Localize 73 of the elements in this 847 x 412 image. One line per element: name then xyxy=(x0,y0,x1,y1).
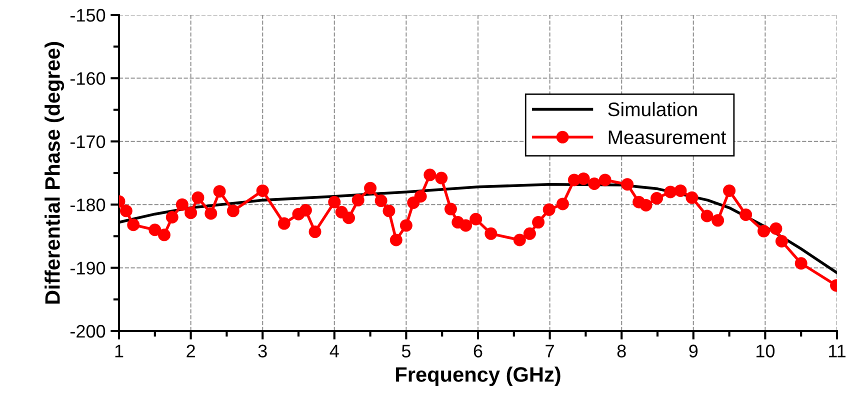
point xyxy=(328,196,341,208)
x-tick-label: 8 xyxy=(617,344,626,358)
point xyxy=(435,172,448,184)
point xyxy=(700,210,714,222)
point xyxy=(374,194,388,208)
point xyxy=(621,178,634,191)
y-tick-label: -150 xyxy=(70,8,106,22)
x-tick-label: 4 xyxy=(330,344,339,358)
point xyxy=(513,234,526,246)
point xyxy=(148,224,162,236)
point xyxy=(184,206,198,220)
y-tick-label: -200 xyxy=(70,324,106,338)
point xyxy=(542,203,556,216)
y-tick-label: -170 xyxy=(70,135,106,148)
point xyxy=(523,227,536,240)
y-tick-label: -180 xyxy=(70,198,106,212)
point xyxy=(204,207,218,220)
point xyxy=(758,224,770,238)
point xyxy=(166,210,178,224)
point xyxy=(382,204,396,218)
point xyxy=(640,198,652,212)
point xyxy=(723,184,736,197)
point xyxy=(213,185,226,198)
x-tick-label: 11 xyxy=(829,344,846,358)
point xyxy=(712,214,724,227)
point xyxy=(664,186,677,198)
point xyxy=(484,227,498,240)
x-tick-label: 2 xyxy=(186,344,195,358)
x-tick-label: 5 xyxy=(402,344,410,358)
point xyxy=(460,219,472,232)
x-tick-label: 9 xyxy=(689,344,698,358)
point xyxy=(256,184,269,197)
point xyxy=(120,204,132,218)
point xyxy=(352,194,364,206)
x-axis-title: Frequency (GHz) xyxy=(396,366,560,386)
point xyxy=(444,202,457,216)
legend-label: Simulation xyxy=(608,102,697,116)
point xyxy=(674,184,687,197)
point xyxy=(577,172,590,185)
point xyxy=(158,228,170,242)
point xyxy=(192,191,204,204)
point xyxy=(770,222,782,235)
y-axis-title: Differential Phase (degree) xyxy=(44,42,64,304)
point xyxy=(364,182,377,194)
x-tick-label: 6 xyxy=(474,344,482,358)
point xyxy=(556,198,569,210)
point xyxy=(390,234,402,246)
x-tick-label: 1 xyxy=(115,344,124,358)
point xyxy=(342,212,356,224)
point xyxy=(278,217,290,230)
x-tick-label: 3 xyxy=(258,344,267,358)
point xyxy=(414,190,427,203)
point xyxy=(424,168,436,182)
point xyxy=(470,212,482,226)
point xyxy=(299,204,312,217)
y-tick-label: -160 xyxy=(70,72,106,85)
point xyxy=(176,198,188,211)
point xyxy=(400,219,412,232)
point xyxy=(775,235,788,248)
legend-label: Measurement xyxy=(608,130,726,144)
x-tick-label: 10 xyxy=(756,344,775,358)
point xyxy=(532,216,545,229)
point xyxy=(127,218,140,232)
point xyxy=(740,208,752,221)
point xyxy=(794,257,808,270)
point xyxy=(686,191,698,204)
x-tick-label: 7 xyxy=(546,344,554,358)
point xyxy=(588,177,601,190)
point xyxy=(650,192,664,205)
point xyxy=(598,174,612,186)
point xyxy=(308,226,322,238)
y-tick-label: -190 xyxy=(70,262,106,275)
point xyxy=(226,204,240,218)
